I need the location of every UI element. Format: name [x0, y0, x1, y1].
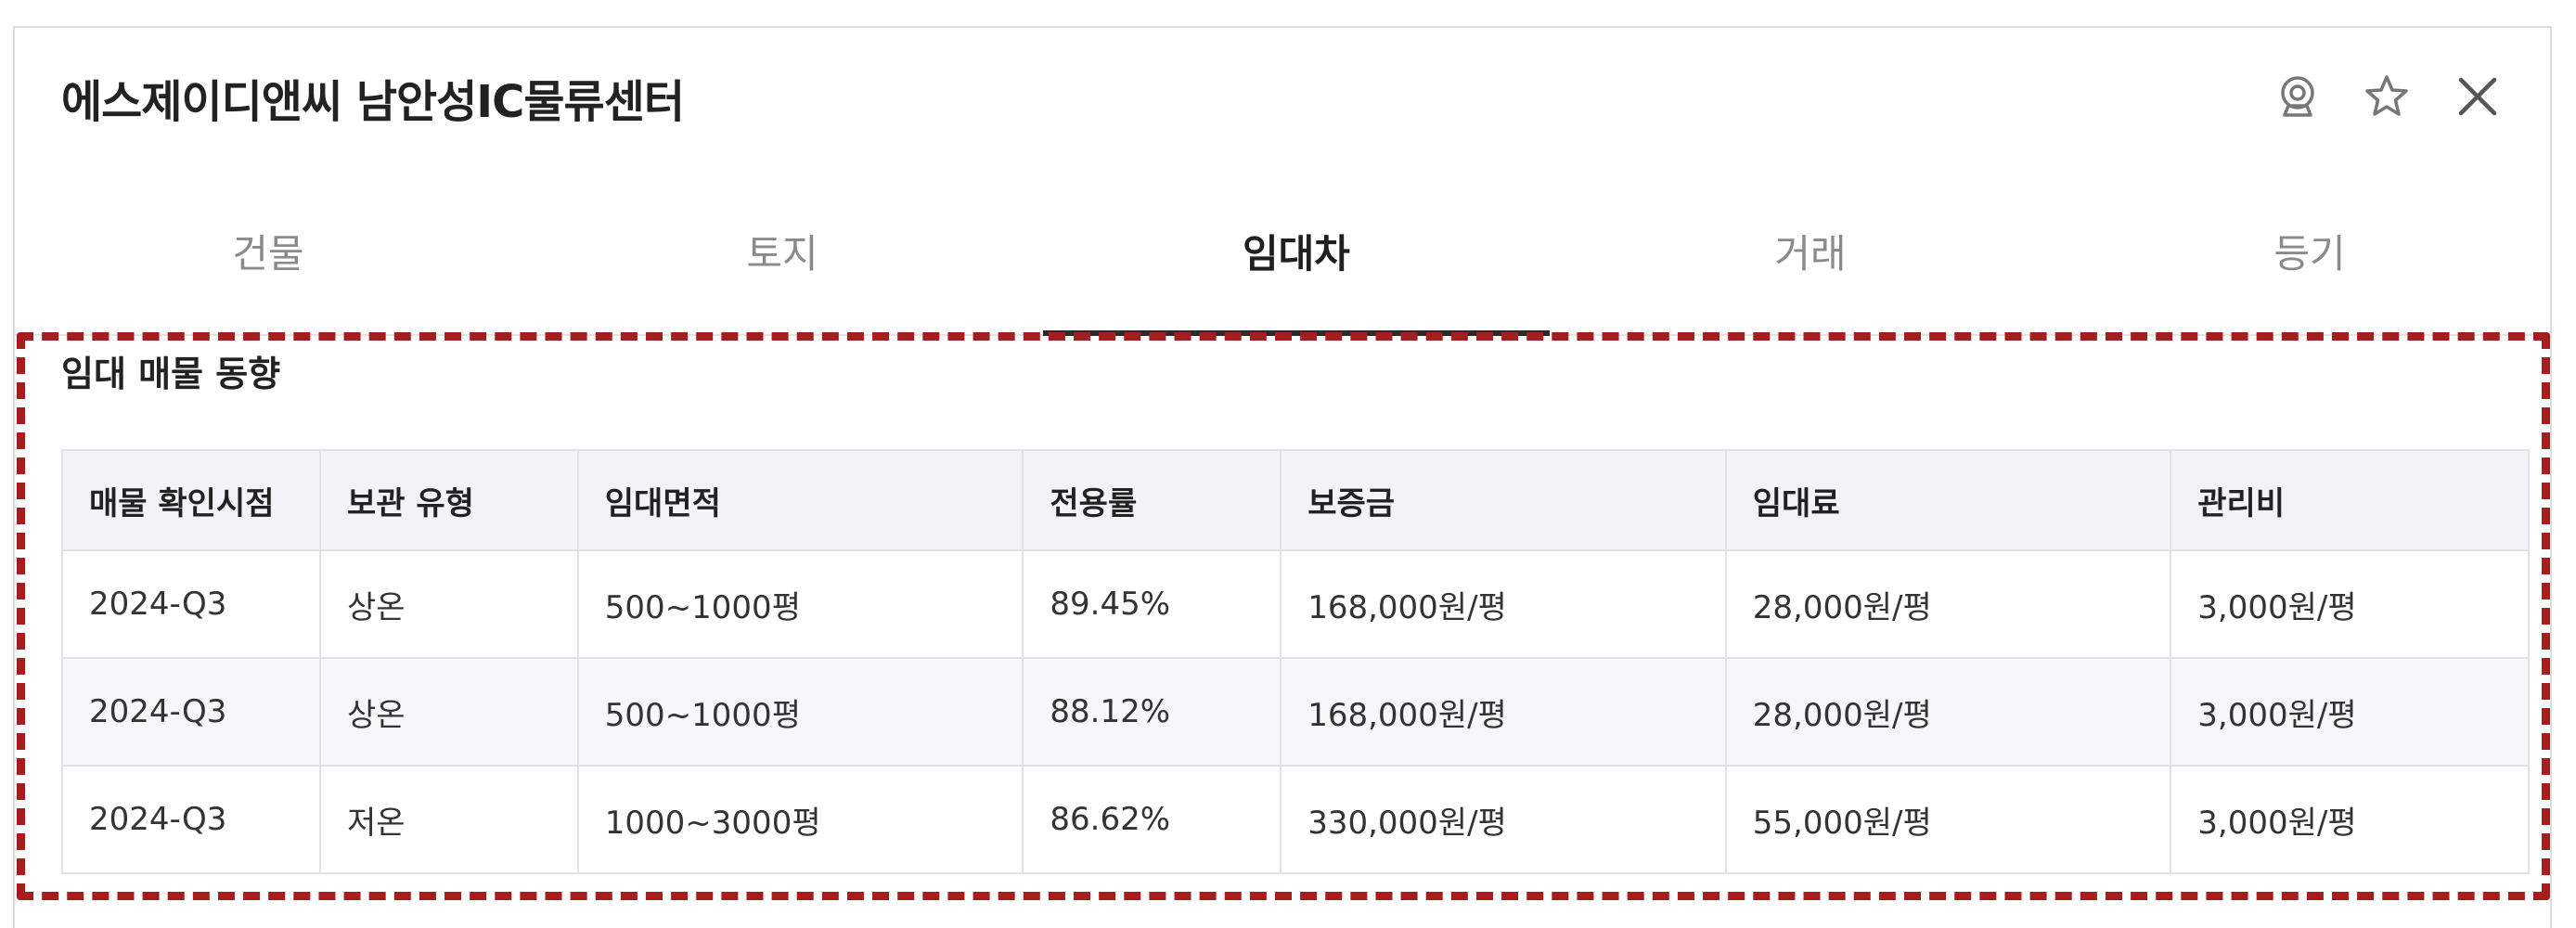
table-cell: 2024-Q3	[61, 765, 321, 874]
panel-header: 에스제이디앤씨 남안성IC물류센터	[15, 28, 2550, 167]
table-cell: 88.12%	[1022, 657, 1282, 767]
table-cell: 330,000원/평	[1280, 765, 1727, 874]
column-header: 임대면적	[576, 449, 1024, 551]
column-header: 보관 유형	[318, 449, 579, 551]
section-title: 임대 매물 동향	[61, 354, 281, 394]
table-row: 2024-Q3 상온 500~1000평 88.12% 168,000원/평 2…	[61, 657, 2530, 767]
column-header: 임대료	[1724, 449, 2172, 551]
table-cell: 168,000원/평	[1280, 657, 1727, 767]
table-cell: 상온	[318, 549, 579, 659]
table-header-row: 매물 확인시점 보관 유형 임대면적 전용률 보증금 임대료 관리비	[61, 449, 2530, 551]
table-cell: 저온	[318, 765, 579, 874]
table-cell: 500~1000평	[576, 549, 1024, 659]
table-cell: 168,000원/평	[1280, 549, 1727, 659]
table-cell: 3,000원/평	[2170, 765, 2530, 874]
table-cell: 28,000원/평	[1724, 657, 2172, 767]
tab-transaction[interactable]: 거래	[1774, 230, 1847, 277]
table-cell: 1000~3000평	[576, 765, 1024, 874]
star-icon[interactable]	[2357, 67, 2416, 126]
tab-lease[interactable]: 임대차	[1243, 230, 1350, 277]
lease-listing-table: 매물 확인시점 보관 유형 임대면적 전용률 보증금 임대료 관리비 2024-…	[61, 449, 2530, 874]
table-cell: 55,000원/평	[1724, 765, 2172, 874]
table-cell: 3,000원/평	[2170, 549, 2530, 659]
tab-bar: 건물 토지 임대차 거래 등기	[15, 167, 2550, 336]
table-cell: 3,000원/평	[2170, 657, 2530, 767]
column-header: 매물 확인시점	[61, 449, 321, 551]
tab-land[interactable]: 토지	[746, 230, 818, 277]
column-header: 전용률	[1022, 449, 1282, 551]
table-cell: 89.45%	[1022, 549, 1282, 659]
column-header: 관리비	[2170, 449, 2530, 551]
table-row: 2024-Q3 저온 1000~3000평 86.62% 330,000원/평 …	[61, 765, 2530, 874]
table-cell: 2024-Q3	[61, 549, 321, 659]
table-cell: 500~1000평	[576, 657, 1024, 767]
tab-building[interactable]: 건물	[232, 230, 304, 277]
column-header: 보증금	[1280, 449, 1727, 551]
table-row: 2024-Q3 상온 500~1000평 89.45% 168,000원/평 2…	[61, 549, 2530, 659]
close-icon[interactable]	[2448, 67, 2507, 126]
page-title: 에스제이디앤씨 남안성IC물류센터	[61, 76, 685, 128]
table-cell: 상온	[318, 657, 579, 767]
table-cell: 2024-Q3	[61, 657, 321, 767]
table-cell: 86.62%	[1022, 765, 1282, 874]
cctv-icon[interactable]	[2268, 67, 2327, 126]
table-cell: 28,000원/평	[1724, 549, 2172, 659]
annotation-highlight	[17, 332, 2550, 900]
tab-registry[interactable]: 등기	[2273, 230, 2346, 277]
